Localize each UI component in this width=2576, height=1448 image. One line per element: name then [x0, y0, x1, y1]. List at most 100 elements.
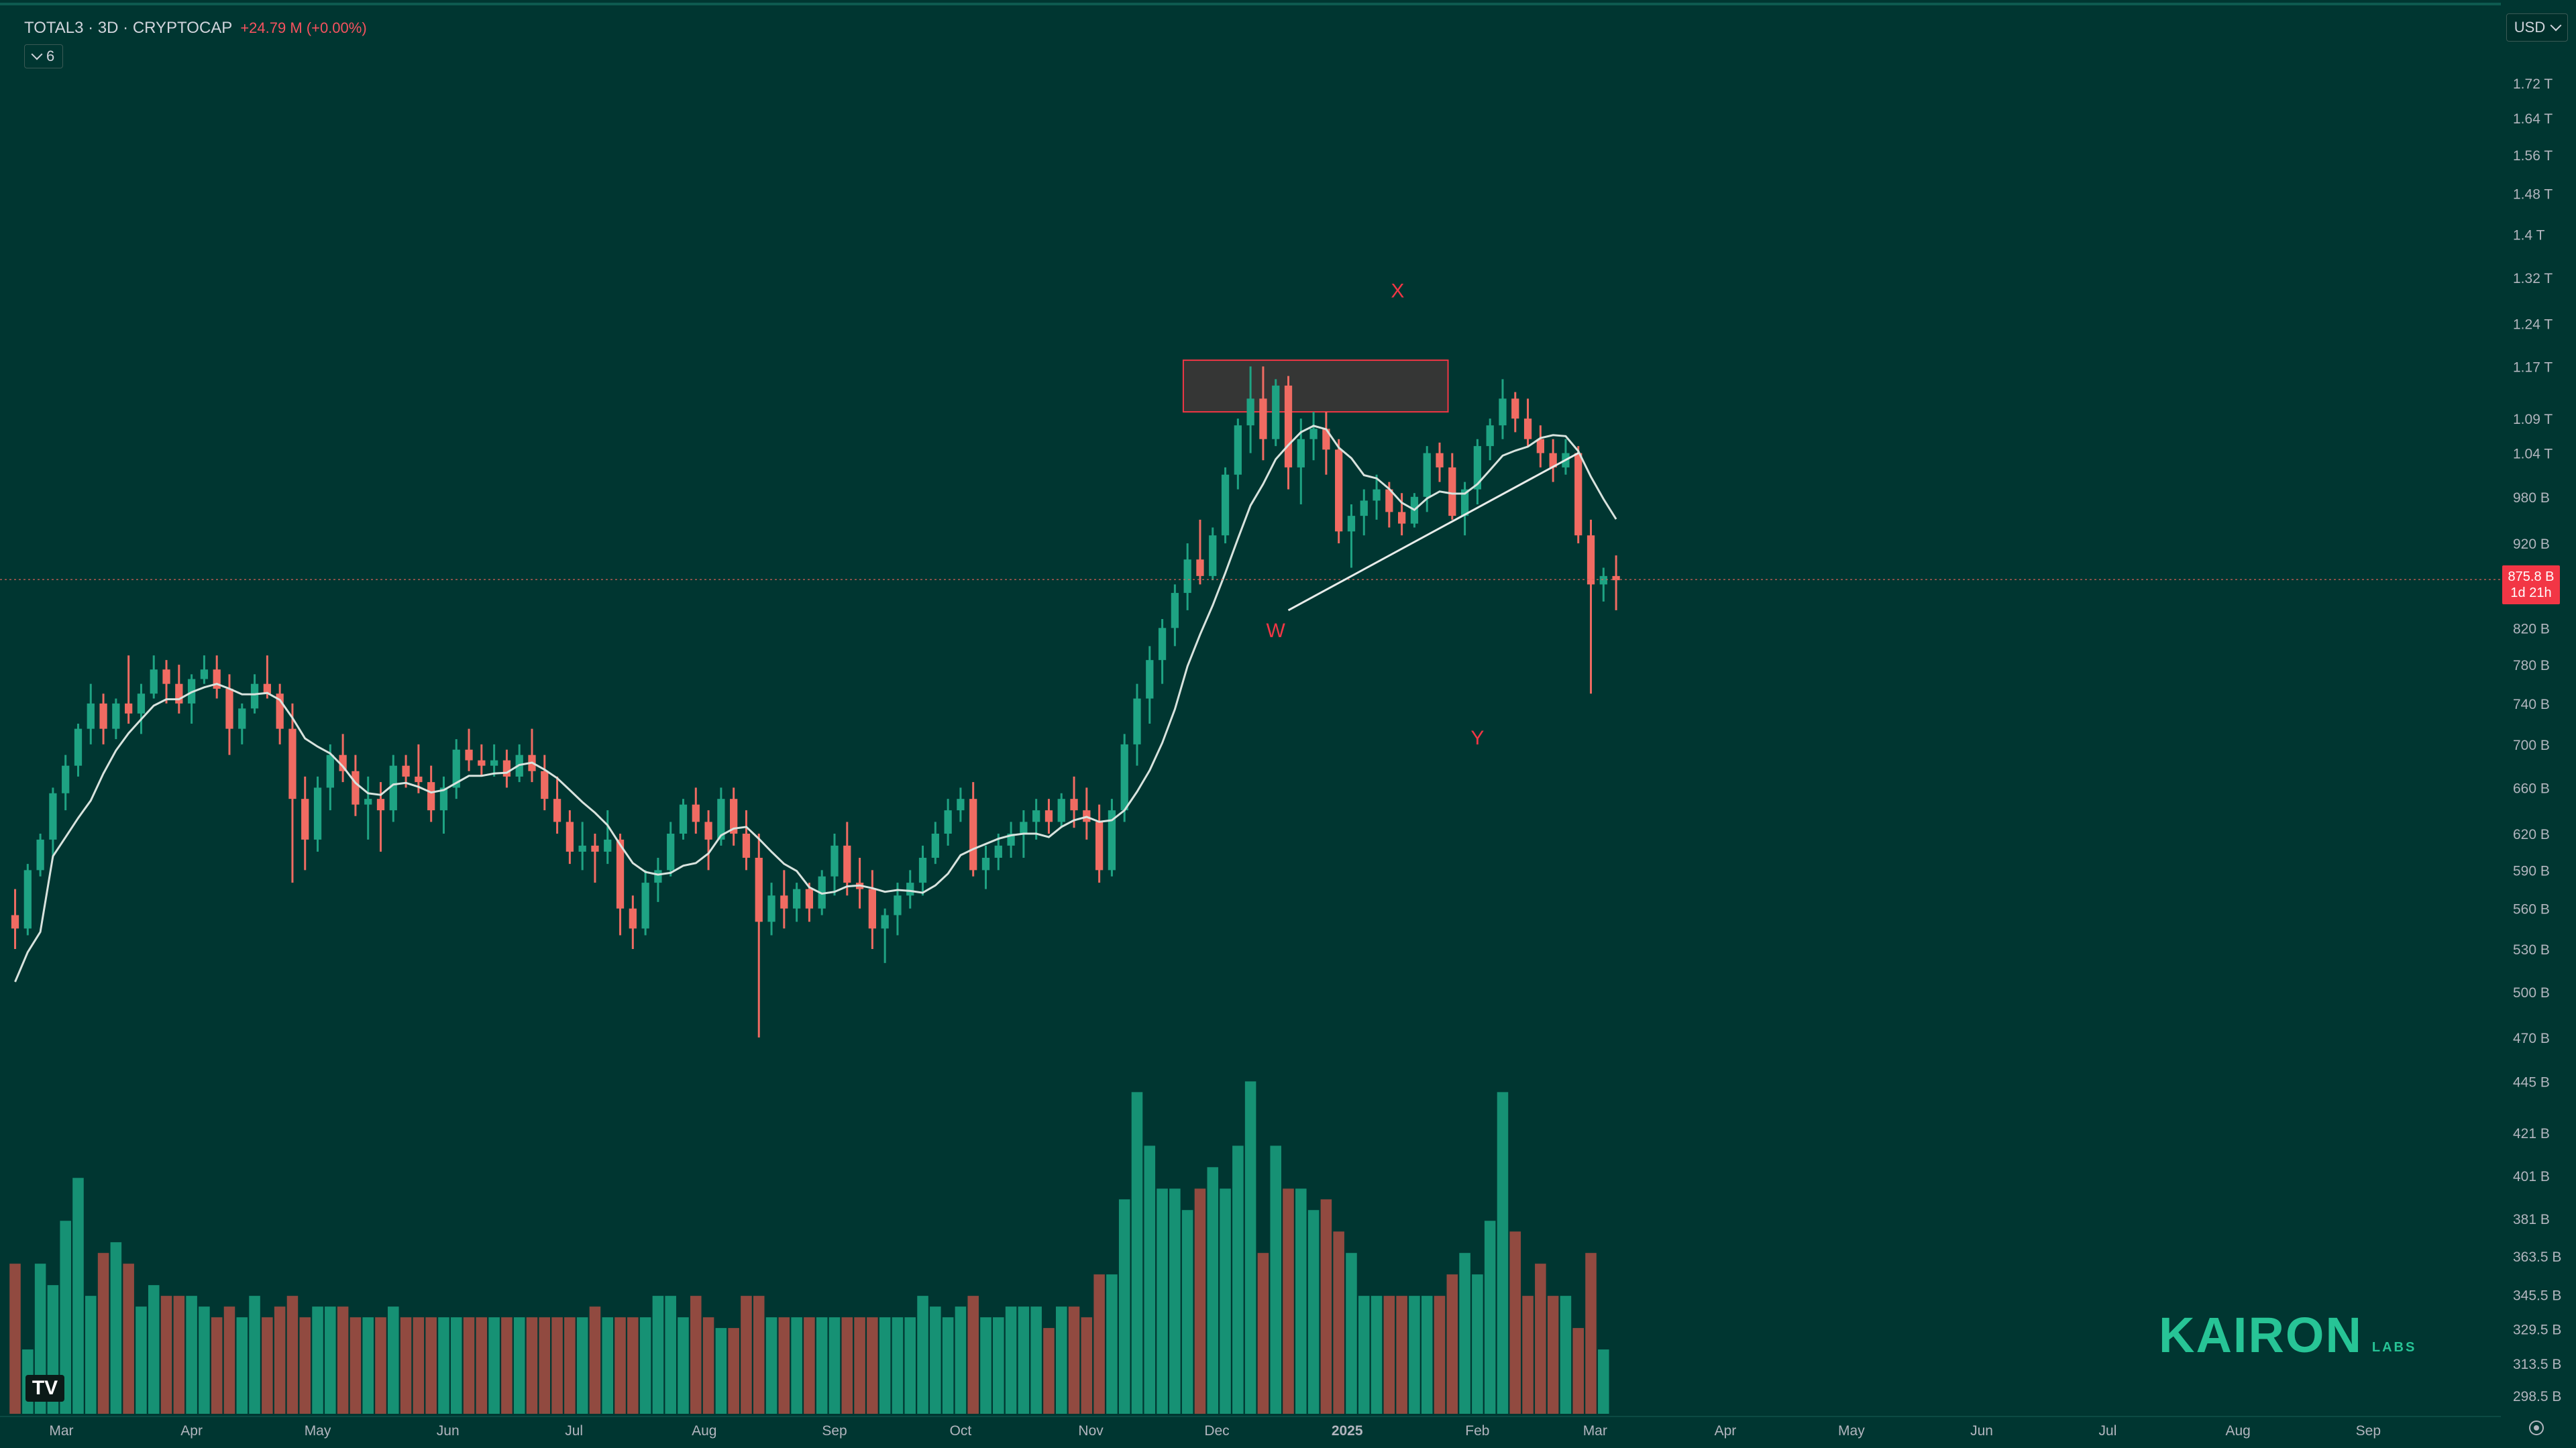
- volume-bar: [1232, 1146, 1244, 1414]
- candle-body: [1436, 453, 1444, 467]
- candle-body: [692, 804, 700, 822]
- candle-body: [1309, 429, 1318, 439]
- y-tick-label: 1.56 T: [2513, 148, 2553, 164]
- candle-body: [654, 870, 662, 883]
- candle-body: [213, 669, 221, 689]
- trendline[interactable]: [1287, 452, 1579, 612]
- volume-bar: [249, 1296, 260, 1414]
- x-tick-label: Apr: [1715, 1423, 1737, 1439]
- volume-bar: [1535, 1264, 1546, 1414]
- volume-bar: [993, 1317, 1004, 1414]
- candle-body: [1171, 593, 1179, 628]
- candle: [213, 655, 221, 699]
- candle: [263, 655, 272, 699]
- candle: [175, 665, 183, 714]
- volume-bar: [1257, 1253, 1269, 1414]
- volume-tick-label: 313.5 B: [2513, 1357, 2561, 1372]
- candle-body: [1549, 453, 1557, 467]
- volume-bar: [501, 1317, 513, 1414]
- gear-icon[interactable]: [2529, 1421, 2544, 1435]
- candle: [1259, 366, 1267, 461]
- volume-tick-label: 381 B: [2513, 1212, 2550, 1227]
- volume-bar: [1421, 1296, 1433, 1414]
- x-tick-label: Mar: [49, 1423, 73, 1439]
- indicators-toggle[interactable]: 6: [24, 44, 64, 68]
- resistance-box[interactable]: [1182, 359, 1449, 413]
- x-tick-label: May: [1838, 1423, 1865, 1439]
- volume-bar: [828, 1317, 841, 1414]
- time-axis[interactable]: Mar Apr May Jun Jul Aug Sep Oct Nov Dec 2025 Feb Mar…: [0, 1416, 2501, 1439]
- candle: [150, 655, 158, 699]
- y-tick-label: 620 B: [2513, 827, 2550, 842]
- volume-bar: [375, 1317, 386, 1414]
- volume-bar: [388, 1306, 399, 1414]
- candle: [389, 755, 397, 822]
- candle: [1095, 804, 1104, 883]
- volume-bar: [539, 1317, 551, 1414]
- volume-bar: [350, 1317, 362, 1414]
- volume-bar: [930, 1306, 941, 1414]
- candle-body: [1335, 449, 1343, 532]
- candle: [868, 870, 877, 950]
- brand-sub: LABS: [2371, 1340, 2417, 1355]
- candle-body: [994, 845, 1002, 858]
- candle-body: [1373, 489, 1381, 501]
- candle: [364, 776, 372, 840]
- volume-bar: [85, 1296, 97, 1414]
- candle: [1460, 482, 1469, 536]
- price-axis-bg: [2501, 0, 2576, 1448]
- x-tick-label: Sep: [822, 1423, 847, 1439]
- y-tick-label: 1.64 T: [2513, 111, 2553, 127]
- candle-body: [352, 771, 360, 805]
- volume-bar: [160, 1296, 172, 1414]
- candle: [1448, 453, 1456, 520]
- y-tick-label: 820 B: [2513, 621, 2550, 636]
- volume-bar: [1043, 1328, 1055, 1414]
- volume-bar: [450, 1317, 462, 1414]
- candle: [881, 908, 889, 963]
- candle-body: [1272, 385, 1280, 439]
- candle: [805, 883, 814, 922]
- candles: [11, 366, 1620, 1038]
- x-tick-label: May: [305, 1423, 331, 1439]
- volume-bar: [917, 1296, 928, 1414]
- candle-body: [1158, 628, 1167, 661]
- volume-bar: [1220, 1188, 1231, 1414]
- volume-bar: [1320, 1199, 1332, 1414]
- candle-body: [616, 839, 625, 909]
- candle: [1499, 379, 1507, 439]
- price-axis[interactable]: 1.72 T 1.64 T 1.56 T 1.48 T 1.4 T 1.32 T 1.24 …: [2501, 0, 2576, 1448]
- x-tick-label: Dec: [1204, 1423, 1229, 1439]
- candle: [843, 822, 851, 896]
- volume-bar: [867, 1317, 878, 1414]
- volume-bar: [1560, 1296, 1572, 1414]
- volume-bar: [564, 1317, 576, 1414]
- candle: [1523, 398, 1532, 447]
- candle: [767, 883, 775, 936]
- volume-bar: [1169, 1188, 1181, 1414]
- volume-bar: [97, 1253, 109, 1414]
- candle-body: [1599, 575, 1607, 585]
- y-tick-label: 1.32 T: [2513, 271, 2553, 286]
- symbol-title[interactable]: TOTAL3 · 3D · CRYPTOCAP: [24, 19, 233, 37]
- candle-body: [541, 771, 549, 799]
- candle-body: [36, 839, 44, 871]
- candle-body: [1032, 810, 1040, 822]
- candle-body: [818, 876, 826, 909]
- tradingview-logo[interactable]: TV: [25, 1375, 64, 1402]
- currency-selector[interactable]: USD: [2506, 13, 2568, 42]
- volume-bar: [1144, 1146, 1156, 1414]
- candle-body: [87, 703, 95, 729]
- volume-bar: [1371, 1296, 1383, 1414]
- volume-bar: [1118, 1199, 1130, 1414]
- candle: [1120, 734, 1128, 822]
- volume-bar: [967, 1296, 979, 1414]
- candle: [502, 749, 511, 788]
- volume-bar: [904, 1317, 916, 1414]
- y-tick-label: 660 B: [2513, 781, 2550, 796]
- volume-bar: [879, 1317, 891, 1414]
- volume-bar: [425, 1317, 437, 1414]
- candle-body: [288, 728, 297, 799]
- candle-body: [843, 845, 851, 883]
